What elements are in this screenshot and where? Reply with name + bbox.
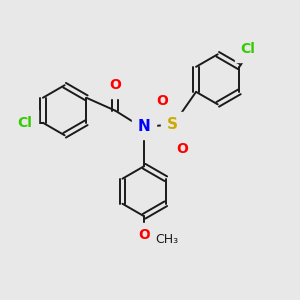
Text: S: S: [167, 118, 178, 133]
Text: Cl: Cl: [240, 42, 255, 56]
Text: O: O: [109, 78, 121, 92]
Text: O: O: [138, 228, 150, 242]
Text: Cl: Cl: [17, 116, 32, 130]
Text: O: O: [156, 94, 168, 108]
Text: O: O: [176, 142, 188, 156]
Text: N: N: [138, 119, 151, 134]
Text: CH₃: CH₃: [155, 233, 178, 246]
